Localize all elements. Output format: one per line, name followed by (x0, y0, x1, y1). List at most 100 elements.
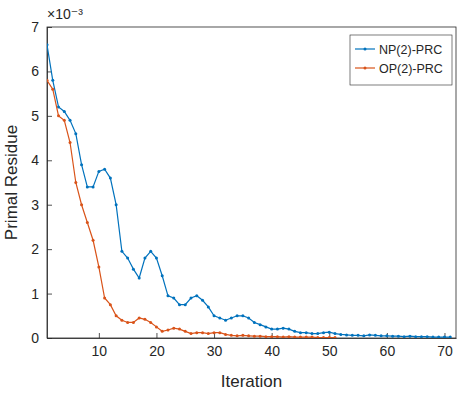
x-tick: 60 (380, 333, 396, 359)
series-marker (207, 305, 210, 308)
series-marker (120, 319, 123, 322)
series-marker (115, 203, 118, 206)
series-marker (184, 303, 187, 306)
x-tick: 70 (437, 333, 453, 359)
y-tick-mark (47, 116, 52, 117)
series-marker (201, 299, 204, 302)
series-marker (236, 314, 239, 317)
series-marker (224, 319, 227, 322)
series-marker (172, 327, 175, 330)
series-marker (305, 331, 308, 334)
series-marker (86, 221, 89, 224)
legend-swatch (355, 48, 375, 49)
series-marker (403, 335, 406, 338)
y-tick: 1 (31, 286, 52, 302)
series-marker (322, 331, 325, 334)
series-marker (74, 132, 77, 135)
series-line (47, 45, 450, 337)
series-marker (138, 317, 141, 320)
y-tick-label: 1 (31, 286, 39, 302)
series-marker (218, 317, 221, 320)
series-marker (316, 336, 319, 338)
series-marker (190, 297, 193, 300)
series-marker (287, 328, 290, 331)
series-marker (103, 297, 106, 300)
series-marker (328, 331, 331, 334)
y-axis: 01234567 (31, 19, 52, 346)
x-axis-line (48, 338, 457, 339)
series-marker (132, 268, 135, 271)
series-marker (385, 334, 388, 337)
series-marker (420, 335, 423, 338)
series-marker (63, 110, 66, 113)
x-tick: 40 (264, 333, 280, 359)
series-marker (345, 333, 348, 336)
series-marker (316, 332, 319, 335)
x-tick: 10 (92, 333, 108, 359)
series-marker (92, 185, 95, 188)
series-marker (334, 332, 337, 335)
series-marker (166, 294, 169, 297)
series-marker (132, 321, 135, 324)
series-marker (92, 239, 95, 242)
series-marker (51, 88, 54, 91)
series-marker (57, 105, 60, 108)
y-tick-label: 4 (31, 152, 39, 168)
legend-swatch (355, 67, 375, 68)
series-marker (374, 334, 377, 337)
series-marker (310, 336, 313, 338)
series-marker (241, 314, 244, 317)
series-marker (276, 328, 279, 331)
y-tick-mark (47, 249, 52, 250)
series-marker (115, 314, 118, 317)
x-tick: 50 (322, 333, 338, 359)
series-marker (195, 294, 198, 297)
series-marker (431, 336, 434, 338)
axis-multiplier: ×10⁻³ (47, 6, 83, 22)
series-marker (47, 79, 49, 82)
series-marker (299, 331, 302, 334)
y-axis-title: Primal Residue (2, 125, 21, 240)
series-marker (414, 335, 417, 338)
series-marker (264, 325, 267, 328)
x-tick-label: 30 (207, 343, 223, 359)
series-marker (69, 119, 72, 122)
series-marker (126, 321, 129, 324)
series-marker (247, 317, 250, 320)
y-tick-mark (47, 27, 52, 28)
series-marker (449, 336, 452, 338)
series-marker (63, 119, 66, 122)
series-marker (339, 333, 342, 336)
series-marker (190, 332, 193, 335)
series-marker (126, 257, 129, 260)
plot-frame (47, 27, 456, 338)
series-marker (334, 336, 337, 338)
x-tick-mark (99, 333, 100, 338)
series-marker (380, 334, 383, 337)
series-marker (143, 257, 146, 260)
series-marker (230, 334, 233, 337)
series-marker (368, 333, 371, 336)
series-marker (287, 335, 290, 338)
series-marker (47, 43, 49, 46)
legend-label: OP(2)-PRC (379, 62, 443, 76)
series-marker (155, 257, 158, 260)
legend-label: NP(2)-PRC (379, 43, 442, 57)
series-marker (259, 323, 262, 326)
y-tick-label: 0 (31, 330, 39, 346)
series-marker (51, 79, 54, 82)
series-marker (74, 181, 77, 184)
series-marker (391, 335, 394, 338)
y-tick: 6 (31, 63, 52, 79)
series-marker (328, 336, 331, 338)
x-axis: 10203040506070 (48, 333, 457, 359)
series-marker (80, 163, 83, 166)
series-marker (149, 250, 152, 253)
series-marker (86, 185, 89, 188)
series-marker (253, 321, 256, 324)
series-marker (437, 336, 440, 338)
series-marker (161, 274, 164, 277)
series-marker (201, 331, 204, 334)
series-marker (282, 327, 285, 330)
series-marker (293, 330, 296, 333)
